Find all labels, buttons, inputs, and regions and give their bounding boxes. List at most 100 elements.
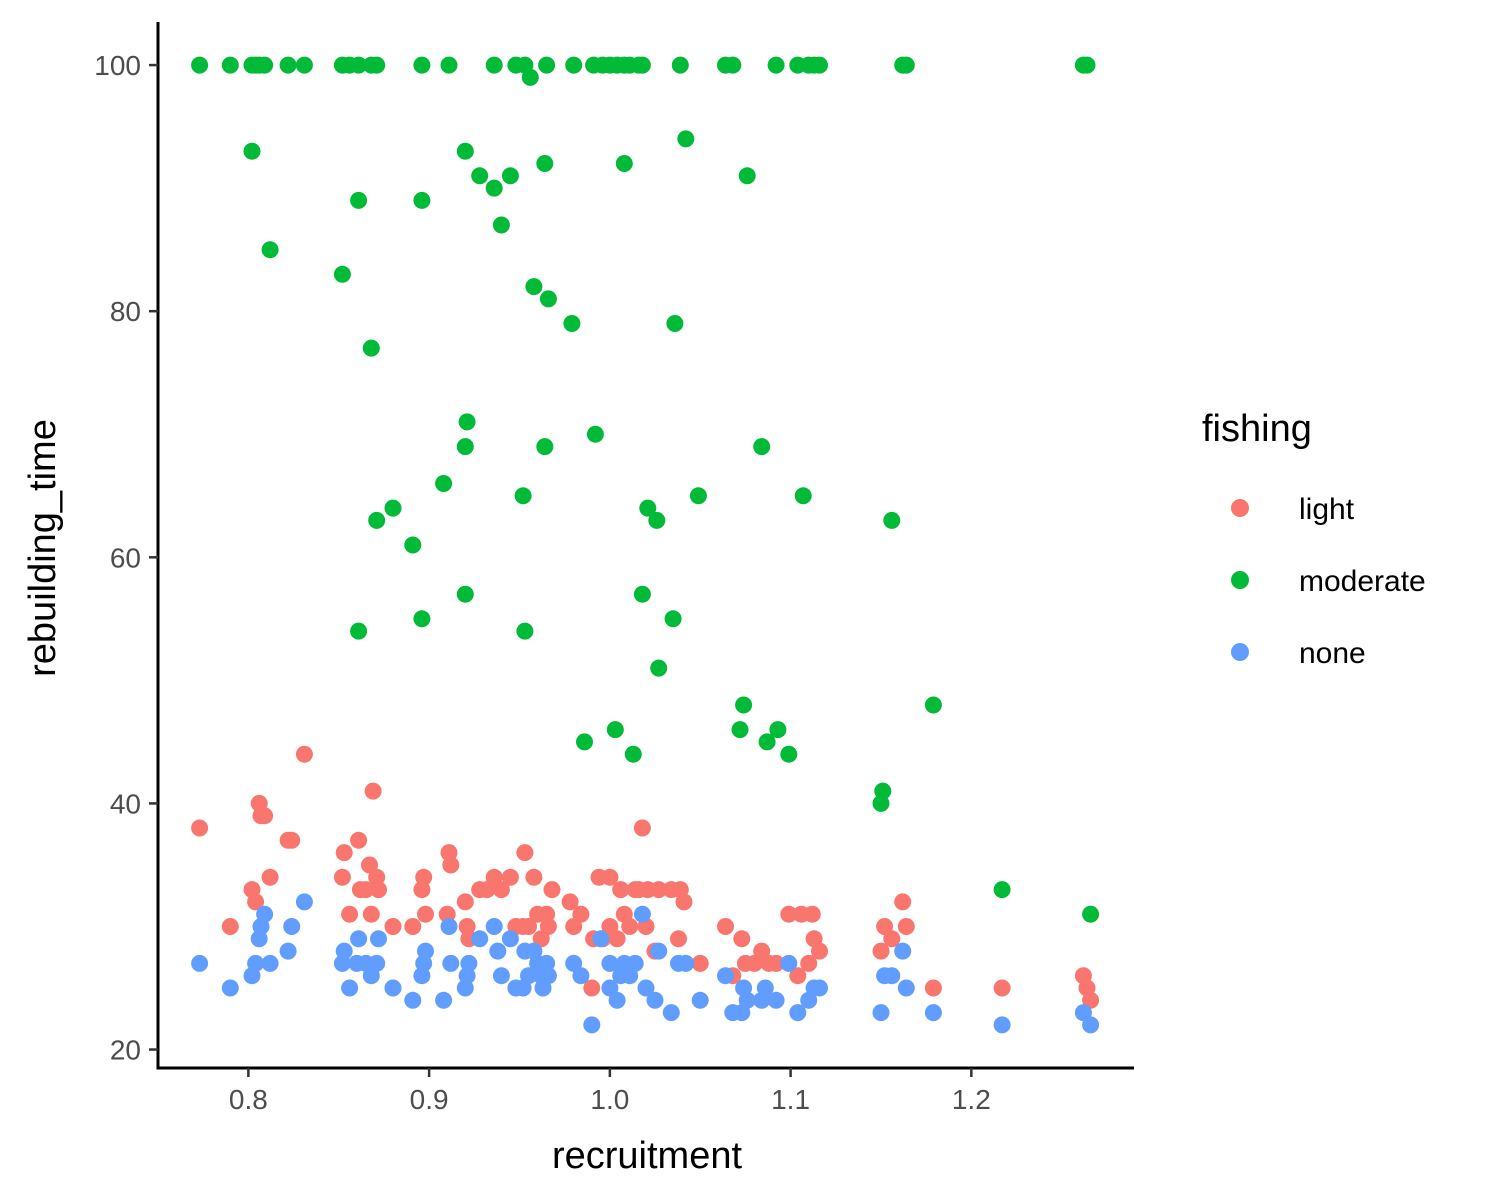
- point-none-45: [539, 967, 557, 985]
- point-light-16: [357, 881, 375, 899]
- point-light-35: [485, 868, 503, 886]
- point-none-61: [662, 1004, 680, 1022]
- point-moderate-38: [897, 56, 915, 74]
- point-none-80: [883, 967, 901, 985]
- point-none-82: [897, 979, 915, 997]
- point-moderate-31: [724, 56, 742, 74]
- legend-key-light: [1231, 499, 1249, 517]
- point-none-73: [780, 954, 798, 972]
- point-moderate-90: [874, 782, 892, 800]
- point-light-72: [691, 954, 709, 972]
- point-moderate-45: [362, 339, 380, 357]
- point-moderate-64: [536, 155, 554, 172]
- point-moderate-41: [243, 142, 261, 160]
- point-light-87: [811, 942, 828, 960]
- point-moderate-7: [295, 56, 313, 74]
- point-light-73: [717, 918, 734, 935]
- point-moderate-71: [615, 155, 633, 172]
- point-light-29: [442, 856, 460, 874]
- point-moderate-1: [221, 56, 239, 74]
- point-light-44: [532, 930, 550, 948]
- point-light-10: [295, 745, 313, 763]
- x-tick-label: 1.1: [771, 1084, 810, 1115]
- point-none-65: [717, 967, 734, 985]
- point-moderate-73: [633, 585, 651, 603]
- point-light-1: [221, 918, 239, 935]
- point-moderate-72: [624, 745, 642, 763]
- axes: 0.8 0.9 1.0 1.1 1.2 20 40 60 80 100: [94, 22, 1134, 1115]
- point-none-9: [283, 918, 301, 935]
- point-moderate-51: [435, 475, 453, 492]
- y-tick-label: 100: [94, 50, 141, 81]
- point-light-55: [601, 868, 619, 886]
- point-none-3: [247, 954, 265, 972]
- point-none-59: [646, 991, 664, 1009]
- point-moderate-57: [471, 167, 489, 185]
- point-none-12: [335, 942, 353, 960]
- point-light-26: [417, 905, 434, 923]
- point-none-6: [256, 905, 274, 923]
- point-light-80: [767, 954, 785, 972]
- point-light-82: [789, 967, 807, 985]
- point-none-8: [279, 942, 297, 960]
- point-moderate-82: [735, 696, 753, 714]
- point-moderate-52: [456, 142, 474, 160]
- point-light-89: [876, 918, 894, 935]
- point-moderate-36: [811, 56, 828, 74]
- point-none-52: [608, 991, 626, 1009]
- point-none-31: [471, 930, 489, 948]
- point-moderate-92: [924, 696, 942, 714]
- point-light-47: [543, 881, 561, 899]
- point-moderate-77: [664, 610, 682, 628]
- point-moderate-76: [650, 659, 668, 677]
- legend-label-light: light: [1299, 493, 1355, 526]
- point-light-48: [561, 893, 579, 911]
- legend-item-moderate: moderate: [1231, 565, 1426, 598]
- point-light-90: [883, 930, 901, 948]
- points-layer: [191, 56, 1100, 1034]
- point-light-28: [440, 844, 458, 862]
- point-none-24: [417, 942, 434, 960]
- point-moderate-87: [780, 745, 798, 763]
- point-light-69: [670, 930, 687, 948]
- point-light-37: [501, 868, 519, 886]
- point-none-84: [993, 1016, 1011, 1034]
- point-light-7: [261, 868, 279, 886]
- point-moderate-63: [525, 278, 543, 296]
- point-moderate-50: [413, 191, 431, 209]
- point-light-51: [583, 979, 601, 997]
- point-light-23: [404, 918, 422, 935]
- series-moderate: [191, 56, 1100, 923]
- point-none-74: [789, 1004, 807, 1022]
- point-moderate-46: [368, 511, 386, 529]
- point-moderate-32: [767, 56, 785, 74]
- point-light-97: [1082, 991, 1100, 1009]
- point-none-86: [1082, 1016, 1100, 1034]
- point-light-9: [283, 831, 301, 849]
- legend-items: light moderate none: [1231, 493, 1426, 670]
- point-light-42: [525, 868, 543, 886]
- point-none-77: [811, 979, 828, 997]
- x-tick-label: 0.8: [229, 1084, 268, 1115]
- point-moderate-47: [384, 499, 402, 517]
- point-light-92: [897, 918, 915, 935]
- point-moderate-40: [1078, 56, 1096, 74]
- point-light-67: [650, 881, 668, 899]
- legend: fishing light moderate none: [1202, 408, 1426, 670]
- point-moderate-12: [368, 56, 386, 74]
- point-moderate-81: [731, 721, 749, 739]
- point-light-93: [924, 979, 942, 997]
- point-light-22: [384, 918, 402, 935]
- point-moderate-53: [458, 413, 476, 431]
- point-light-50: [572, 905, 590, 923]
- point-none-1: [221, 979, 239, 997]
- point-none-13: [341, 979, 359, 997]
- point-light-19: [364, 782, 382, 800]
- point-light-84: [800, 954, 818, 972]
- point-moderate-55: [456, 585, 474, 603]
- legend-label-none: none: [1299, 637, 1366, 670]
- point-moderate-93: [993, 881, 1011, 899]
- point-moderate-65: [536, 438, 554, 456]
- legend-title: fishing: [1202, 408, 1312, 450]
